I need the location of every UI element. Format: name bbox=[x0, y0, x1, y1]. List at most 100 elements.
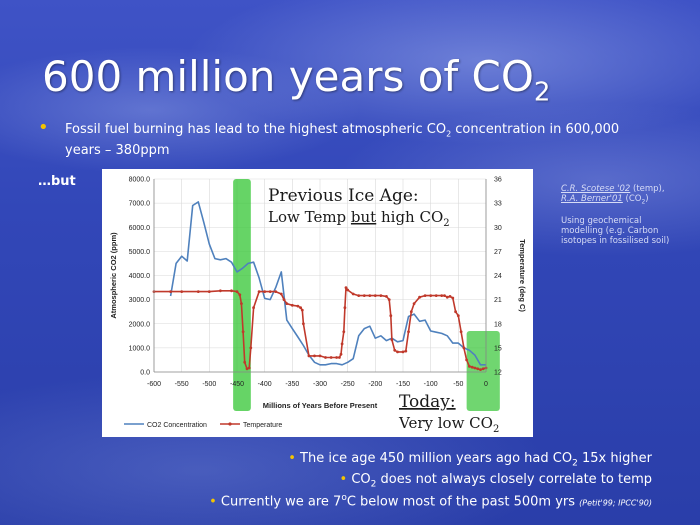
source-citations: C.R. Scotese '02 (temp), R.A. Berner'01 (… bbox=[561, 184, 686, 208]
source-label1: (temp), bbox=[630, 184, 665, 194]
temperature-point bbox=[307, 354, 311, 358]
temperature-point bbox=[296, 304, 300, 308]
y2-tick-label: 21 bbox=[494, 297, 502, 304]
x-tick-label: -600 bbox=[147, 381, 161, 388]
chart-panel: -600 -550 -500 -450 -400 -350 -300 -250 -200 -150… bbox=[102, 169, 533, 437]
y-tick-label: 7000.0 bbox=[129, 201, 151, 208]
temperature-point bbox=[207, 290, 211, 293]
bottom-bullet-2: • CO2 does not always closely correlate … bbox=[340, 472, 653, 490]
temperature-point bbox=[257, 290, 261, 293]
legend-temperature-label: Temperature bbox=[243, 422, 282, 429]
ice-age-line2-before: Low Temp bbox=[268, 208, 351, 226]
temperature-point bbox=[423, 294, 427, 297]
x-tick-label: -450 bbox=[230, 381, 244, 388]
y-tick-label: 2000.0 bbox=[129, 321, 151, 328]
y-axis-title: Atmospheric CO2 (ppm) bbox=[109, 232, 118, 319]
temperature-point bbox=[470, 365, 474, 369]
intro-bullet-text: Fossil fuel burning has lead to the high… bbox=[38, 122, 658, 159]
temperature-point bbox=[230, 289, 233, 293]
bottom-bullet-1-after: 15x higher bbox=[577, 451, 652, 466]
today-annotation-line2: Very low CO2 bbox=[398, 414, 499, 435]
temperature-point bbox=[387, 298, 391, 301]
temperature-point bbox=[396, 350, 399, 354]
temperature-point bbox=[404, 349, 408, 353]
bottom-bullet-3-sup: o bbox=[341, 493, 347, 503]
temperature-point bbox=[268, 290, 272, 293]
temperature-point bbox=[418, 295, 421, 299]
bottom-bullet-3: • Currently we are 7oC below most of the… bbox=[209, 493, 652, 509]
x-tick-label: -550 bbox=[175, 381, 189, 388]
temperature-point bbox=[393, 348, 397, 352]
temperature-point bbox=[451, 296, 455, 300]
today-annotation-title: Today: bbox=[399, 392, 456, 412]
bottom-bullet-1-before: The ice age 450 million years ago had CO bbox=[300, 451, 573, 466]
x-tick-label: -250 bbox=[341, 381, 355, 388]
x-tick-label: -200 bbox=[368, 381, 382, 388]
temperature-point bbox=[440, 294, 444, 297]
temperature-point bbox=[373, 294, 377, 297]
y-tick-label: 1000.0 bbox=[129, 345, 151, 352]
temperature-point bbox=[362, 294, 366, 297]
bottom-bullet-3-after: C below most of the past 500m yrs bbox=[346, 494, 580, 510]
temperature-point bbox=[240, 302, 243, 305]
temperature-point bbox=[243, 360, 247, 364]
temperature-point bbox=[346, 288, 350, 292]
temperature-point bbox=[473, 366, 477, 370]
y2-tick-label: 30 bbox=[494, 225, 502, 232]
temperature-point bbox=[300, 308, 304, 312]
today-highlight bbox=[466, 331, 500, 411]
today-line2-sub: 2 bbox=[493, 424, 499, 435]
temperature-point bbox=[468, 365, 471, 368]
x-tick-label: 0 bbox=[484, 381, 488, 388]
temperature-point bbox=[249, 346, 253, 350]
y-tick-label: 4000.0 bbox=[129, 273, 151, 280]
temperature-point bbox=[235, 290, 239, 293]
temperature-point bbox=[263, 290, 267, 293]
temperature-point bbox=[313, 354, 316, 358]
temperature-point bbox=[479, 368, 482, 371]
source-author2: R.A. Berner'01 bbox=[561, 194, 623, 204]
temperature-point bbox=[169, 290, 172, 293]
temperature-point bbox=[279, 292, 283, 296]
source-label2: (CO bbox=[622, 194, 642, 204]
slide-title: 600 million years of CO2 bbox=[42, 52, 550, 107]
temperature-point bbox=[434, 294, 438, 297]
temperature-point bbox=[340, 342, 344, 346]
temperature-point bbox=[219, 289, 222, 293]
temperature-point bbox=[368, 294, 372, 297]
ice-age-line2-underlined: but bbox=[351, 208, 376, 226]
temperature-point bbox=[401, 350, 405, 354]
temperature-point bbox=[247, 366, 251, 370]
x-tick-label: -350 bbox=[285, 381, 299, 388]
x-axis-title: Millions of Years Before Present bbox=[263, 401, 378, 410]
y-tick-label: 0.0 bbox=[140, 370, 150, 377]
bottom-bullet-2-before: CO bbox=[351, 472, 371, 487]
bottom-bullet-1: • The ice age 450 million years ago had … bbox=[288, 451, 652, 469]
y-tick-label: 8000.0 bbox=[129, 177, 151, 184]
chart-annotations: Previous Ice Age:Low Temp but high CO2To… bbox=[268, 186, 499, 435]
temperature-point bbox=[412, 302, 416, 305]
temperature-point bbox=[342, 330, 346, 334]
temperature-point bbox=[385, 295, 388, 298]
but-label: …but bbox=[38, 174, 76, 189]
y2-tick-label: 15 bbox=[494, 345, 502, 352]
temperature-point bbox=[339, 352, 343, 356]
today-line2-before: Very low CO bbox=[398, 414, 493, 432]
intro-bullet-part1: Fossil fuel burning has lead to the high… bbox=[65, 122, 447, 137]
y2-tick-label: 27 bbox=[494, 249, 502, 256]
temperature-point bbox=[379, 294, 383, 297]
y2-tick-label: 36 bbox=[494, 177, 502, 184]
ice-age-highlight bbox=[233, 179, 251, 411]
x-tick-label: -500 bbox=[202, 381, 216, 388]
y2-tick-label: 18 bbox=[494, 321, 502, 328]
bullet-dot-icon: • bbox=[339, 472, 352, 487]
x-tick-label: -400 bbox=[258, 381, 272, 388]
source-author1: C.R. Scotese '02 bbox=[561, 184, 631, 194]
temperature-point bbox=[282, 298, 286, 301]
temperature-point bbox=[274, 290, 278, 293]
temperature-point bbox=[389, 314, 393, 318]
temperature-point bbox=[456, 314, 460, 318]
intro-bullet: • Fossil fuel burning has lead to the hi… bbox=[38, 119, 658, 159]
temperature-point bbox=[324, 356, 327, 359]
bullet-dot-icon: • bbox=[288, 451, 301, 466]
